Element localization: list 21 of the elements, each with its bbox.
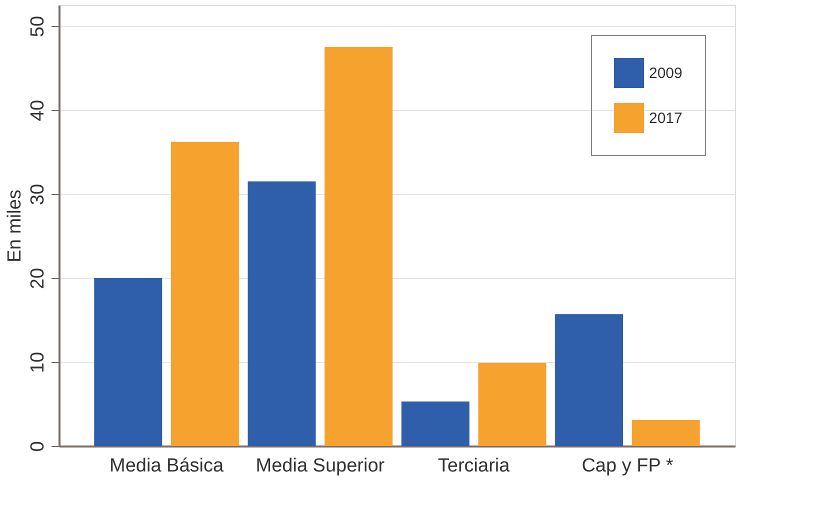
y-tick-label: 40 (28, 100, 48, 122)
x-tick-label: Terciaria (438, 456, 510, 476)
y-tick-label: 10 (28, 352, 48, 374)
x-tick-label: Media Superior (256, 456, 386, 476)
x-tick-label: Cap y FP * (582, 456, 674, 476)
bar (555, 314, 624, 446)
legend-label: 2017 (649, 110, 682, 127)
bar (248, 181, 316, 446)
y-tick-label: 0 (28, 441, 48, 452)
bar (94, 278, 162, 446)
bar (632, 420, 700, 446)
bar (401, 401, 470, 446)
y-tick-label: 20 (28, 268, 48, 290)
bar (324, 47, 393, 446)
y-axis-title: En miles (4, 190, 26, 262)
legend-label: 2009 (649, 65, 682, 82)
x-tick-label: Media Básica (110, 456, 224, 476)
y-tick-label: 30 (28, 184, 48, 206)
bar (478, 362, 546, 446)
bar (170, 142, 239, 446)
y-tick-label: 50 (28, 16, 48, 38)
